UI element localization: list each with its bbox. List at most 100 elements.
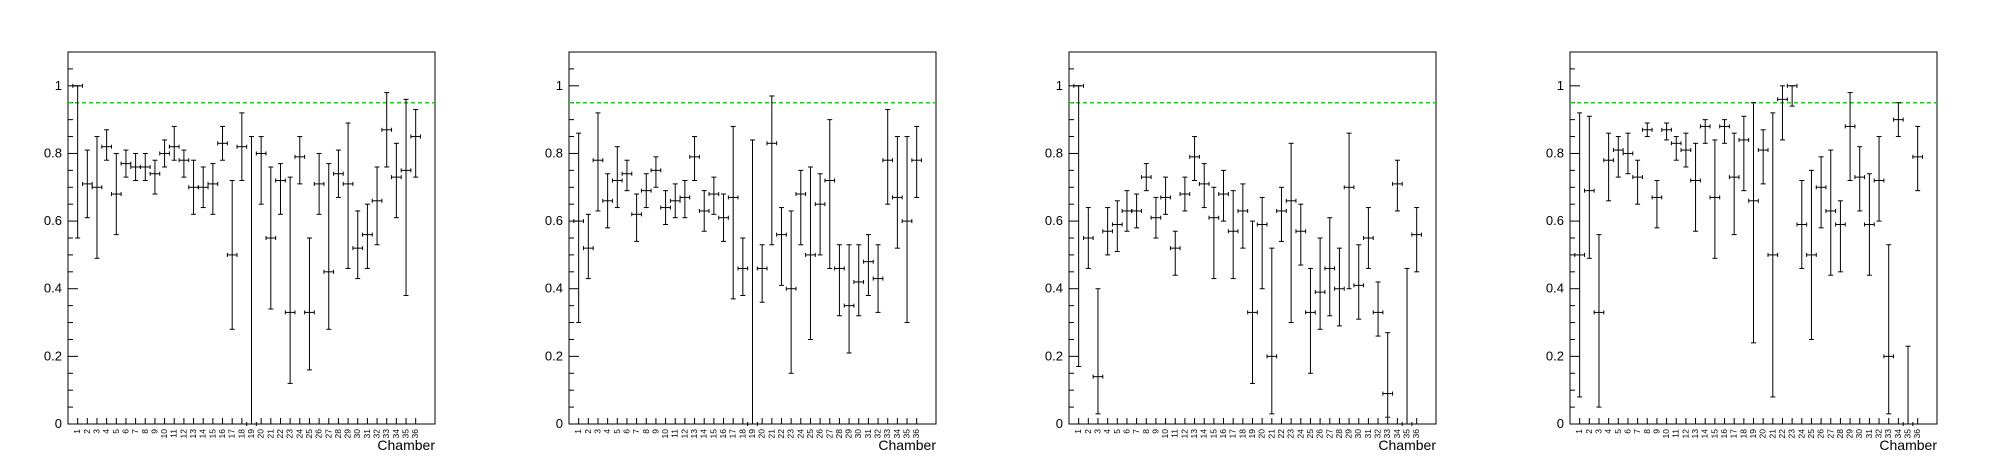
x-tick-label: 16 [1218,429,1228,439]
x-tick-label: 36 [1912,429,1922,439]
x-tick-label: 27 [824,429,834,439]
x-tick-label: 6 [1622,429,1632,434]
data-point [1661,122,1672,141]
x-tick-label: 26 [1315,429,1325,439]
x-tick-label: 19 [1247,429,1257,439]
data-point [1237,183,1249,249]
data-point [1150,196,1162,239]
y-tick-label: 0.4 [1045,281,1063,296]
data-point [313,152,325,215]
x-tick-label: 11 [1671,429,1681,438]
data-point [1757,129,1769,185]
x-tick-label: 9 [650,429,660,434]
data-point [1825,149,1837,276]
data-point [265,166,277,310]
data-point [1082,207,1094,269]
data-point [1401,267,1413,426]
chart-panel-1: 00.20.40.60.811 2 3 4 5 6 7 8 9 10 11 12 13 14 15 16 17 1… [44,51,436,453]
chart-panel-3: 00.20.40.60.811 2 3 4 5 6 7 8 9 10 11 12 13 14 15 16 17 1… [1045,51,1437,453]
data-point [130,152,141,182]
data-point [1651,180,1663,229]
data-point [1680,132,1692,168]
x-tick-label: 23 [786,429,796,439]
x-tick-label: 7 [631,429,641,434]
x-tick-label: 15 [708,429,718,439]
x-tick-label: 12 [679,429,689,439]
chart-panel-2: 00.20.40.60.811 2 3 4 5 6 7 8 9 10 11 12 13 14 15 16 17 1… [545,51,937,453]
x-tick-label: 6 [621,429,631,434]
x-tick-label: 3 [1593,429,1603,434]
x-tick-label: 23 [285,429,295,439]
x-tick-label: 27 [1324,429,1334,439]
data-point [304,237,315,371]
data-point [1699,119,1711,144]
x-tick-label: 2 [1584,429,1594,434]
x-tick-label: 33 [882,429,892,439]
x-tick-label: 19 [747,429,757,439]
x-tick-label: 35 [1903,429,1913,439]
x-tick-label: 13 [1189,429,1199,439]
y-tick-label: 0 [1557,416,1564,431]
x-tick-label: 9 [149,429,159,434]
x-tick-label: 31 [1864,429,1874,439]
x-tick-label: 6 [120,429,130,434]
data-point [1189,136,1200,182]
data-point [381,92,393,168]
data-point [159,139,170,168]
x-tick-label: 17 [728,429,738,439]
y-tick-label: 0.4 [1546,281,1564,296]
data-point [352,210,364,280]
data-point [1641,122,1653,138]
x-tick-label: 25 [304,429,314,439]
x-tick-label: 14 [198,429,208,439]
x-tick-label: 8 [1141,429,1151,434]
data-point [1121,190,1133,232]
data-point [226,180,238,330]
x-tick-label: 17 [1729,429,1739,439]
x-tick-label: 19 [1748,429,1758,439]
data-point [1670,136,1682,161]
data-point [255,136,267,205]
data-point [1295,203,1307,266]
x-tick-label: 22 [776,429,786,439]
data-point [81,149,93,219]
x-tick-label: 27 [1825,429,1835,439]
data-point [400,98,412,296]
y-tick-label: 1 [1056,78,1063,93]
data-point [1363,207,1374,269]
data-point [582,213,594,280]
x-tick-label: 17 [227,429,237,439]
data-point [91,136,103,259]
data-point [1893,102,1904,138]
data-point [795,169,807,246]
data-point [1305,267,1316,374]
data-point [1912,125,1924,192]
x-tick-label: 22 [1777,429,1787,439]
x-tick-label: 32 [372,429,382,439]
data-point [1709,139,1721,259]
x-tick-label: 12 [1179,429,1189,439]
x-tick-label: 20 [1257,429,1267,439]
x-tick-label: 34 [892,429,902,439]
x-tick-label: 2 [1083,429,1093,434]
x-axis-title: Chamber [377,437,435,453]
data-point [621,159,633,192]
data-point [660,190,671,225]
data-point [1343,132,1355,290]
data-point [776,207,787,286]
data-point [294,136,306,185]
data-point [1854,146,1866,212]
x-axis-title: Chamber [1378,437,1436,453]
x-tick-label: 12 [178,429,188,439]
x-tick-label: 12 [1680,429,1690,439]
x-tick-label: 36 [911,429,921,439]
x-tick-label: 34 [391,429,401,439]
data-point [1411,207,1423,273]
x-tick-label: 3 [592,429,602,434]
y-tick-label: 0.4 [44,281,62,296]
data-point [1140,163,1152,192]
y-tick-label: 0.8 [1546,145,1564,160]
data-point [1767,112,1779,398]
y-tick-label: 0 [1056,416,1063,431]
data-point [1111,200,1123,253]
